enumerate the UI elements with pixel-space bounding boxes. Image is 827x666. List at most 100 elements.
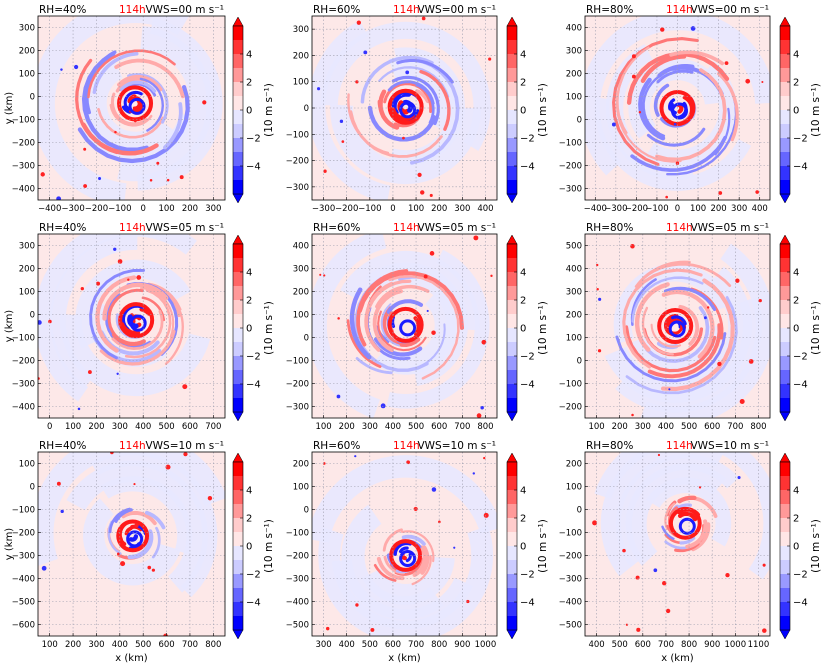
field-plot (585, 234, 770, 418)
spiral-band (717, 72, 739, 142)
convective-cell (80, 286, 84, 291)
y-tick-label: −300 (12, 162, 35, 172)
y-tick-label: 100 (566, 93, 582, 103)
colorbar-tick-label: 2 (793, 78, 799, 89)
colorbar-segment (233, 82, 243, 97)
colorbar-segment (507, 546, 517, 561)
spiral-band (355, 356, 393, 375)
convective-cell (40, 172, 45, 177)
colorbar-segment (233, 588, 243, 603)
spiral-band (108, 507, 131, 534)
colorbar-over-arrow (779, 452, 791, 463)
spiral-band (110, 92, 148, 126)
convective-cell (662, 581, 667, 586)
panel-shear-label: VWS=00 m s⁻¹ (417, 4, 496, 16)
y-tick-label: 300 (293, 265, 309, 275)
colorbar-segment (233, 546, 243, 561)
panel-shear-label: VWS=10 m s⁻¹ (690, 440, 769, 452)
colorbar-segment (507, 124, 517, 139)
y-tick-label: 100 (19, 460, 35, 470)
colorbar-tick-label: −2 (246, 134, 261, 145)
x-tick-label: 500 (158, 422, 174, 432)
spiral-band (666, 316, 677, 328)
panel-shear-label: VWS=00 m s⁻¹ (145, 4, 224, 16)
convective-cell (136, 275, 142, 280)
convective-cell (717, 361, 722, 367)
panel-7: 100 200 300 400 500 600 700 800 100 0 −100 −200 −300… (4, 440, 275, 664)
outer-band (312, 20, 391, 200)
y-axis-label: y (km) (4, 310, 15, 343)
convective-cell (96, 281, 101, 286)
convective-cell (718, 191, 723, 195)
colorbar-tick-label: −2 (246, 352, 261, 363)
spiral-band (111, 332, 146, 347)
colorbar-tick-label: −4 (520, 380, 535, 391)
spiral-band (95, 275, 137, 353)
convective-cell (118, 322, 123, 327)
colorbar-label: (10 m s⁻¹) (537, 519, 549, 573)
colorbar-tick-label: 2 (246, 514, 252, 525)
y-tick-label: −300 (286, 183, 309, 193)
y-tick-label: 200 (293, 460, 309, 470)
spiral-band (413, 316, 421, 337)
vortex-core (116, 519, 150, 553)
x-tick-label: 900 (454, 640, 470, 650)
convective-cell (323, 274, 326, 277)
x-axis-label: x (km) (388, 653, 421, 664)
colorbar-segment (233, 356, 243, 371)
panel-3: −400−300−200−100 0 100 200 300 40040030020010… (559, 4, 822, 214)
colorbar-tick-label: −4 (246, 380, 261, 391)
field-plot (585, 452, 770, 636)
convective-cell (166, 178, 170, 182)
colorbar-segment (233, 518, 243, 533)
spiral-band (347, 93, 390, 155)
convective-cell (134, 523, 139, 528)
gridlines (585, 452, 770, 636)
y-tick-label: 100 (566, 483, 582, 493)
gridlines (38, 16, 225, 200)
convective-cell (406, 460, 411, 465)
colorbar-segment (780, 82, 790, 97)
spiral-band (360, 55, 434, 104)
colorbar-under-arrow (779, 193, 791, 204)
colorbar-segment (233, 328, 243, 343)
colorbar-segment (507, 328, 517, 343)
convective-cell (724, 61, 729, 66)
colorbar-tick-label: −2 (793, 570, 808, 581)
panel-9: 400 500 600 700 800 900 1000 11002001000−100−20… (559, 440, 822, 664)
convective-cell (337, 317, 340, 320)
spiral-band (412, 545, 428, 578)
convective-cell (114, 130, 117, 134)
x-tick-label: −400 (38, 204, 61, 214)
x-tick-label: 200 (65, 640, 81, 650)
y-tick-label: −200 (12, 139, 35, 149)
spiral-band (663, 286, 717, 312)
x-tick-label: 100 (315, 422, 331, 432)
panel-8: 300 400 500 600 700 800 900 10002001000−100−200… (286, 440, 549, 664)
outer-band (100, 476, 193, 555)
y-tick-label: 100 (19, 288, 35, 298)
y-tick-label: −100 (12, 506, 35, 516)
spiral-band (645, 306, 710, 363)
spiral-band (128, 534, 139, 542)
y-tick-label: 300 (566, 47, 582, 57)
colorbar-segment (780, 398, 790, 413)
colorbar-tick-label: −2 (246, 570, 261, 581)
convective-cell (87, 370, 92, 374)
spiral-band (99, 329, 176, 366)
colorbar: 4 2 0 −2 −4 (10 m s⁻¹) (779, 16, 822, 204)
colorbar-tick-label: −4 (520, 598, 535, 609)
x-tick-label: 100 (65, 422, 81, 432)
panel-rh-label: RH=60% (313, 4, 360, 16)
vortex-center (399, 101, 417, 119)
colorbar-tick-label: 2 (246, 78, 252, 89)
gridlines (38, 452, 225, 636)
y-tick-label: −300 (286, 575, 309, 585)
x-tick-label: 300 (635, 422, 651, 432)
colorbar: 4 2 0 −2 −4 (10 m s⁻¹) (506, 452, 549, 640)
panel-shear-label: VWS=10 m s⁻¹ (145, 440, 224, 452)
convective-cell (110, 452, 114, 455)
convective-cell (622, 548, 626, 553)
spiral-band (401, 530, 435, 563)
colorbar-tick-label: 0 (246, 106, 252, 117)
